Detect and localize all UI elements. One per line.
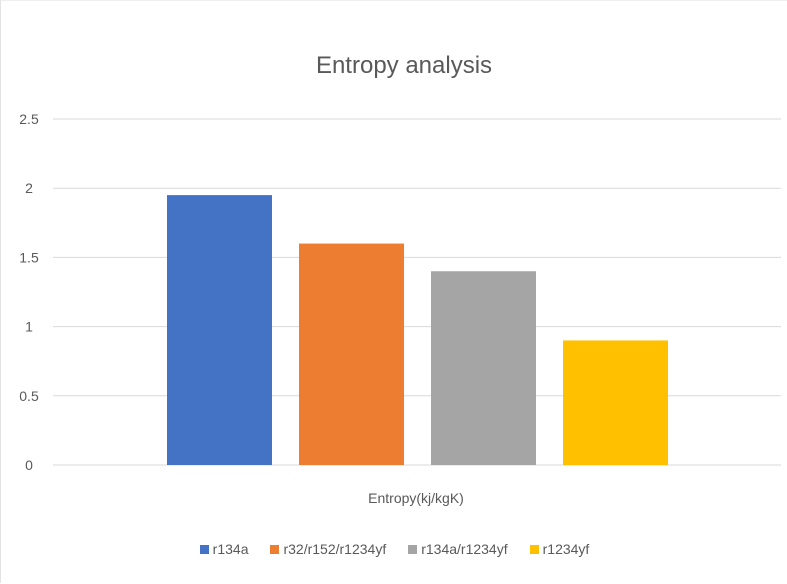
y-tick-label: 2.5 xyxy=(19,111,39,127)
legend-item: r1234yf xyxy=(529,541,590,557)
legend-label: r134a xyxy=(212,541,249,557)
legend-label: r32/r152/r1234yf xyxy=(283,541,387,557)
y-tick-label: 0.5 xyxy=(19,388,39,404)
y-tick-label: 1 xyxy=(25,319,33,335)
y-tick-label: 0 xyxy=(25,457,33,473)
legend-swatch xyxy=(408,544,418,554)
legend-item: r32/r152/r1234yf xyxy=(270,541,386,557)
bar-r32-r152-r1234yf xyxy=(299,243,404,465)
legend-swatch xyxy=(529,544,539,554)
legend-item: r134a/r1234yf xyxy=(408,541,508,557)
legend: r134a r32/r152/r1234yf r134a/r1234yf r1234y… xyxy=(1,541,787,557)
bar-r1234yf xyxy=(563,340,668,465)
legend-label: r1234yf xyxy=(542,541,590,557)
legend-label: r134a/r1234yf xyxy=(421,541,508,557)
legend-item: r134a xyxy=(199,541,249,557)
bar-r134a xyxy=(167,195,272,465)
x-axis-label: Entropy(kj/kgK) xyxy=(368,490,464,506)
bar-r134a-r1234yf xyxy=(431,271,536,465)
y-tick-label: 1.5 xyxy=(19,249,39,265)
legend-swatch xyxy=(199,544,209,554)
y-axis-ticks: 0 0.5 1 1.5 2 2.5 xyxy=(19,111,39,473)
chart-title: Entropy analysis xyxy=(316,52,492,79)
legend-swatch xyxy=(270,544,280,554)
grid-layer xyxy=(53,118,781,466)
bars xyxy=(167,195,668,465)
y-tick-label: 2 xyxy=(25,180,33,196)
